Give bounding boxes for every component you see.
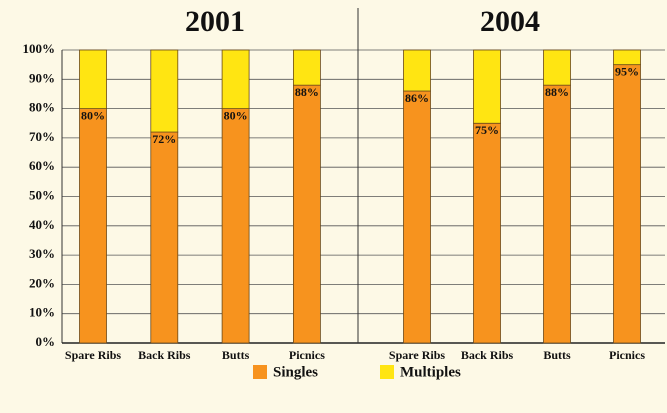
y-tick-label: 50% (29, 187, 55, 202)
x-tick-label: Picnics (609, 348, 645, 362)
x-tick-label: Picnics (289, 348, 325, 362)
x-tick-label: Spare Ribs (65, 348, 121, 362)
panel-title: 2004 (480, 5, 540, 38)
bar-segment (473, 122, 501, 344)
value-label: 80% (81, 108, 105, 122)
y-tick-label: 30% (29, 246, 55, 261)
legend-label: Multiples (400, 364, 461, 380)
bar-segment (613, 64, 641, 344)
bar-segment (543, 49, 571, 86)
legend-swatch (253, 365, 267, 379)
y-tick-label: 100% (23, 41, 56, 56)
x-tick-label: Butts (543, 348, 571, 362)
panel-title: 2001 (185, 5, 245, 38)
bar-segment (403, 49, 431, 92)
x-tick-label: Back Ribs (461, 348, 514, 362)
y-tick-label: 20% (29, 275, 55, 290)
y-tick-label: 40% (29, 217, 55, 232)
legend-label: Singles (273, 364, 318, 380)
bar-segment (79, 108, 107, 344)
value-label: 86% (405, 91, 429, 105)
bar-segment (150, 49, 179, 133)
bar-segment (543, 84, 571, 344)
y-tick-label: 10% (29, 305, 55, 320)
y-tick-label: 80% (29, 100, 55, 115)
bar-segment (150, 131, 179, 344)
x-tick-label: Spare Ribs (389, 348, 445, 362)
y-tick-label: 60% (29, 158, 55, 173)
bar-segment (613, 49, 641, 66)
value-label: 72% (152, 132, 176, 146)
bar-segment (473, 49, 501, 124)
value-label: 88% (295, 85, 319, 99)
bar-segment (403, 90, 431, 344)
y-tick-label: 0% (36, 334, 56, 349)
y-tick-label: 90% (29, 70, 55, 85)
bar-segment (292, 84, 321, 344)
bar-segment (221, 49, 250, 109)
value-label: 88% (545, 85, 569, 99)
legend-swatch (380, 365, 394, 379)
value-label: 80% (224, 108, 248, 122)
value-label: 95% (615, 64, 639, 78)
bar-segment (292, 49, 321, 86)
x-tick-label: Back Ribs (138, 348, 191, 362)
x-tick-label: Butts (222, 348, 250, 362)
y-tick-label: 70% (29, 129, 55, 144)
value-label: 75% (475, 123, 499, 137)
bar-segment (79, 49, 107, 109)
bar-segment (221, 108, 250, 344)
